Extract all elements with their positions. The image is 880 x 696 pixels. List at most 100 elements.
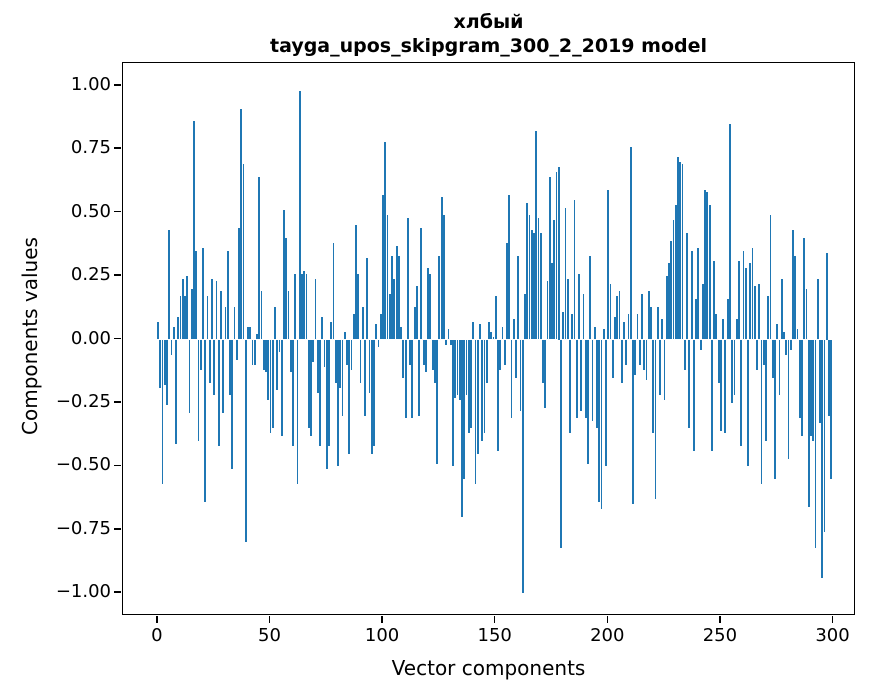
bar <box>438 255 441 340</box>
bar <box>519 339 522 411</box>
bar <box>215 281 218 340</box>
bar <box>704 189 707 340</box>
y-tick-label: 0.25 <box>70 264 111 286</box>
bar <box>616 296 619 340</box>
bar <box>767 296 770 340</box>
bar <box>596 339 598 429</box>
bar <box>224 306 227 340</box>
bar <box>582 293 585 340</box>
bar <box>548 177 551 340</box>
bar <box>431 339 434 370</box>
y-tick-label: 0.75 <box>70 137 111 159</box>
bar <box>188 339 191 414</box>
bar <box>609 283 612 340</box>
y-tick-label: 0.00 <box>70 327 111 349</box>
bar <box>656 306 659 340</box>
bar <box>325 339 328 469</box>
x-tick-label: 150 <box>477 625 512 646</box>
bar <box>181 278 184 340</box>
bar <box>584 339 587 419</box>
bar <box>298 90 301 340</box>
bar <box>467 339 470 434</box>
bar <box>364 339 366 416</box>
bar <box>481 339 484 441</box>
x-axis-label: Vector components <box>391 656 586 680</box>
bar <box>454 339 457 398</box>
bar <box>247 326 249 340</box>
bar <box>220 291 222 340</box>
bar <box>695 298 697 340</box>
bar <box>607 189 610 340</box>
bar <box>177 316 180 340</box>
bar <box>208 339 211 383</box>
bar <box>728 123 731 340</box>
y-tick-mark <box>114 210 121 213</box>
bar <box>231 339 234 469</box>
bar <box>170 339 173 355</box>
bar <box>411 339 414 419</box>
bar <box>463 339 466 480</box>
bar <box>713 260 716 340</box>
bar <box>159 339 162 388</box>
bar <box>659 339 661 396</box>
x-tick-mark <box>156 616 158 623</box>
bar <box>474 339 477 485</box>
y-tick-label: 1.00 <box>70 73 111 95</box>
bar <box>323 339 326 368</box>
bar <box>699 339 702 350</box>
bar <box>560 339 562 548</box>
bar <box>674 205 677 340</box>
bar <box>253 339 256 365</box>
bar <box>605 339 607 467</box>
y-tick-mark <box>114 528 121 530</box>
bar <box>510 339 513 419</box>
bar <box>542 339 544 383</box>
bar <box>665 276 668 340</box>
bar <box>197 339 200 441</box>
bar <box>332 243 335 340</box>
bar <box>774 339 776 480</box>
bar <box>812 339 815 441</box>
chart-title-line2: tayga_upos_skipgram_300_2_2019 model <box>270 35 707 57</box>
bar <box>427 268 430 340</box>
chart-title-line1: хлбый <box>453 11 524 33</box>
bar <box>783 331 785 340</box>
bar <box>319 339 321 447</box>
bar <box>805 288 808 340</box>
bar <box>337 339 339 467</box>
bar <box>289 339 292 373</box>
bar <box>798 339 801 419</box>
bar <box>350 339 353 370</box>
bar <box>488 321 490 340</box>
bar <box>301 273 303 340</box>
y-tick-label: −1.00 <box>55 581 111 603</box>
bar <box>553 220 556 340</box>
bar <box>515 339 517 378</box>
bar <box>501 326 504 340</box>
bar <box>803 238 806 340</box>
x-tick-label: 100 <box>364 625 400 646</box>
bar <box>528 215 531 340</box>
bar <box>433 339 436 383</box>
bar <box>789 339 792 350</box>
bar <box>679 161 682 340</box>
bar <box>490 331 493 340</box>
bar <box>733 339 736 396</box>
bar <box>573 199 576 340</box>
bar <box>341 339 344 416</box>
bar <box>686 232 688 340</box>
bar <box>470 339 472 429</box>
y-tick-mark <box>114 401 121 403</box>
bar <box>620 339 623 383</box>
bar <box>404 339 407 419</box>
bar <box>587 339 589 464</box>
bar <box>449 339 452 345</box>
bar <box>379 314 382 340</box>
bar <box>346 339 348 365</box>
bar <box>195 250 198 340</box>
bar <box>632 339 634 505</box>
bar <box>305 273 308 340</box>
bar <box>638 339 641 365</box>
bar <box>359 339 362 383</box>
bar <box>591 339 594 421</box>
